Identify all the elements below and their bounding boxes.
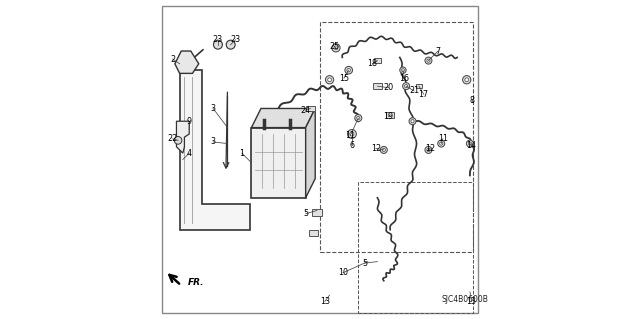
Circle shape: [425, 146, 432, 153]
Text: 11: 11: [438, 134, 448, 143]
Circle shape: [409, 118, 416, 125]
Text: 25: 25: [329, 42, 339, 51]
Circle shape: [425, 57, 432, 64]
Bar: [358, 182, 473, 313]
Polygon shape: [306, 108, 316, 198]
Text: FR.: FR.: [188, 278, 204, 287]
Text: 3: 3: [211, 104, 216, 113]
Text: 13: 13: [320, 297, 330, 306]
Circle shape: [332, 44, 340, 52]
Text: 11: 11: [346, 131, 355, 140]
Circle shape: [467, 140, 474, 147]
Text: 9: 9: [187, 117, 192, 126]
Polygon shape: [175, 51, 199, 73]
Text: 5: 5: [362, 259, 367, 268]
Circle shape: [411, 120, 414, 123]
Text: 12: 12: [371, 144, 381, 153]
Circle shape: [328, 78, 332, 82]
Text: 16: 16: [399, 74, 410, 83]
Text: 23: 23: [213, 35, 223, 44]
Bar: [252, 128, 306, 198]
Text: 21: 21: [409, 86, 419, 95]
Bar: [320, 22, 473, 252]
Circle shape: [440, 142, 443, 145]
Text: 19: 19: [383, 112, 394, 121]
Text: SJC4B0600B: SJC4B0600B: [441, 295, 488, 304]
Polygon shape: [180, 70, 250, 230]
Circle shape: [400, 67, 406, 73]
Text: 7: 7: [435, 47, 440, 56]
Polygon shape: [252, 108, 316, 128]
Circle shape: [350, 132, 354, 136]
Bar: [386, 112, 394, 118]
Circle shape: [465, 78, 468, 82]
Text: 5: 5: [303, 209, 308, 218]
Bar: [373, 83, 381, 89]
Circle shape: [356, 116, 360, 120]
Circle shape: [325, 76, 333, 84]
Circle shape: [380, 146, 387, 153]
Text: 23: 23: [230, 35, 241, 44]
Circle shape: [404, 85, 408, 88]
Circle shape: [347, 69, 351, 72]
Text: 20: 20: [383, 83, 394, 92]
Text: 18: 18: [367, 59, 378, 68]
Text: 4: 4: [187, 149, 192, 158]
Circle shape: [463, 76, 471, 84]
Circle shape: [226, 40, 235, 49]
Text: 8: 8: [469, 96, 474, 105]
Circle shape: [427, 148, 430, 152]
Text: 6: 6: [349, 141, 355, 150]
Text: 13: 13: [467, 297, 477, 306]
Circle shape: [348, 130, 356, 138]
Text: 10: 10: [338, 268, 348, 277]
Text: 1: 1: [239, 149, 244, 158]
Circle shape: [401, 69, 404, 71]
Bar: [309, 230, 319, 236]
Text: 17: 17: [419, 90, 429, 99]
Circle shape: [403, 83, 410, 90]
Bar: [374, 58, 381, 63]
Text: 3: 3: [211, 137, 216, 146]
Circle shape: [214, 40, 222, 49]
Circle shape: [345, 66, 353, 74]
Circle shape: [468, 142, 472, 145]
Circle shape: [382, 148, 385, 152]
Circle shape: [174, 137, 182, 144]
Circle shape: [427, 59, 430, 62]
Text: 24: 24: [301, 106, 310, 115]
Bar: [416, 84, 422, 88]
Circle shape: [438, 140, 445, 147]
Polygon shape: [177, 121, 189, 153]
Bar: [307, 106, 315, 111]
Text: 22: 22: [168, 134, 178, 143]
Text: 14: 14: [467, 141, 477, 150]
Text: 12: 12: [425, 144, 435, 153]
Text: 2: 2: [170, 55, 175, 63]
Circle shape: [355, 115, 362, 122]
Circle shape: [334, 46, 338, 50]
Bar: [312, 209, 322, 216]
Text: 15: 15: [339, 74, 349, 83]
